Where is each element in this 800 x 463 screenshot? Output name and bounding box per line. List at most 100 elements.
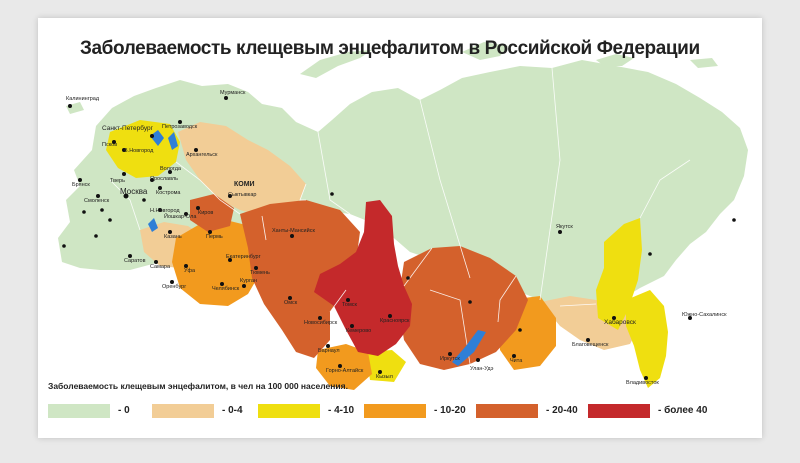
- city-label: Самара: [150, 264, 171, 270]
- city-label: КОМИ: [234, 181, 255, 188]
- city-dot-krasnoyarsk[interactable]: [388, 314, 392, 318]
- city-dot-tyumen[interactable]: [254, 266, 258, 270]
- city-dot-yakutsk[interactable]: [558, 230, 562, 234]
- city-dot-yuzhno[interactable]: [688, 316, 692, 320]
- city-label: Брянск: [72, 182, 90, 188]
- region-incidence-4-10-south: [366, 350, 406, 382]
- city-dot-extra: [732, 218, 736, 222]
- city-dot-extra: [82, 210, 86, 214]
- city-dot-yaroslavl[interactable]: [150, 178, 154, 182]
- city-label: Оренбург: [162, 284, 186, 290]
- city-dot-gorno[interactable]: [338, 364, 342, 368]
- city-label: Кострома: [156, 190, 181, 196]
- island-novaya-zemlya: [300, 50, 372, 78]
- city-dot-blagoveshchensk[interactable]: [586, 338, 590, 342]
- city-dot-saratov[interactable]: [128, 254, 132, 258]
- city-label: Иркутск: [440, 356, 460, 362]
- kaliningrad-exclave: [66, 102, 84, 114]
- city-label: Мурманск: [220, 90, 246, 96]
- region-incidence-20-40-west-siberia: [240, 200, 360, 358]
- lake-rybinsk: [148, 218, 158, 232]
- city-label: Санкт-Петербург: [102, 124, 154, 132]
- city-dot-vologda[interactable]: [168, 170, 172, 174]
- city-dot-khabarovsk[interactable]: [612, 316, 616, 320]
- city-dot-moskva[interactable]: [123, 193, 129, 199]
- city-dot-arkhangelsk[interactable]: [194, 148, 198, 152]
- region-incidence-20-40-northwest: [190, 194, 234, 232]
- city-label: Тюмень: [250, 270, 270, 276]
- city-dot-spb[interactable]: [150, 134, 154, 138]
- city-dot-pskov[interactable]: [112, 140, 116, 144]
- city-dot-chelyabinsk[interactable]: [220, 282, 224, 286]
- city-label: Новосибирск: [304, 320, 338, 326]
- legend-swatch: [152, 404, 214, 418]
- city-dot-vladivostok[interactable]: [644, 376, 648, 380]
- city-dot-bryansk[interactable]: [78, 178, 82, 182]
- city-dot-kurgan[interactable]: [242, 284, 246, 288]
- city-dot-barnaul[interactable]: [326, 344, 330, 348]
- city-label: Якутск: [556, 224, 573, 230]
- city-dot-extra: [142, 198, 146, 202]
- legend-swatch: [476, 404, 538, 418]
- region-incidence-over-40: [314, 200, 412, 356]
- city-dot-khanty[interactable]: [290, 234, 294, 238]
- region-incidence-10-20-south: [316, 344, 372, 390]
- city-dot-syktyvkar[interactable]: [228, 194, 232, 198]
- city-dot-extra: [648, 252, 652, 256]
- city-label: Архангельск: [186, 152, 218, 158]
- city-dot-kyzyl[interactable]: [378, 370, 382, 374]
- city-label: Н.Новгород: [150, 208, 180, 214]
- region-incidence-4-10-primorye: [626, 290, 668, 388]
- city-label: Южно-Сахалинск: [682, 312, 727, 318]
- city-label: Челябинск: [212, 286, 240, 292]
- city-dot-murmansk[interactable]: [224, 96, 228, 100]
- city-label: Хабаровск: [604, 318, 636, 326]
- city-dot-perm[interactable]: [208, 230, 212, 234]
- city-label: Кызыл: [376, 374, 393, 380]
- city-label: Сыктывкар: [228, 192, 256, 198]
- lake-ladoga: [150, 130, 164, 146]
- city-label: Ярославль: [150, 176, 178, 182]
- city-label: Красноярск: [380, 318, 410, 324]
- city-label: Казань: [164, 234, 182, 240]
- city-labels: Калининград Мурманск Санкт-Петербург Пет…: [66, 90, 727, 386]
- city-dot-ufa[interactable]: [184, 264, 188, 268]
- city-dot-irkutsk[interactable]: [448, 352, 452, 356]
- city-dot-petrozavodsk[interactable]: [178, 120, 182, 124]
- city-dot-kostroma[interactable]: [158, 186, 162, 190]
- city-dot-chita[interactable]: [512, 354, 516, 358]
- city-label: Барнаул: [318, 348, 340, 354]
- city-label: Калининград: [66, 96, 100, 102]
- city-dot-orenburg[interactable]: [170, 280, 174, 284]
- city-dot-novosibirsk[interactable]: [318, 316, 322, 320]
- region-incidence-0: [58, 60, 748, 306]
- city-label: Петрозаводск: [162, 124, 198, 130]
- city-dot-kazan[interactable]: [168, 230, 172, 234]
- city-dot-tomsk[interactable]: [346, 298, 350, 302]
- city-dot-yekaterinburg[interactable]: [228, 258, 232, 262]
- city-dot-kirov[interactable]: [196, 206, 200, 210]
- city-dot-extra: [94, 234, 98, 238]
- city-dot-ulan-ude[interactable]: [476, 358, 480, 362]
- city-dot-nnovgorod[interactable]: [158, 208, 162, 212]
- city-dot-novgorod[interactable]: [122, 148, 126, 152]
- city-dot-kemerovo[interactable]: [350, 324, 354, 328]
- city-dot-tver[interactable]: [122, 172, 126, 176]
- legend-label: - 10-20: [434, 405, 466, 416]
- city-label: Москва: [120, 187, 148, 196]
- city-label: Пермь: [206, 234, 223, 240]
- city-label: Екатеринбург: [226, 254, 261, 260]
- legend-caption: Заболеваемость клещевым энцефалитом, в ч…: [48, 381, 348, 391]
- city-dot-smolensk[interactable]: [96, 194, 100, 198]
- map-title: Заболеваемость клещевым энцефалитом в Ро…: [80, 38, 700, 59]
- city-label: Владивосток: [626, 380, 659, 386]
- city-dot-samara[interactable]: [154, 260, 158, 264]
- legend-label: - 0: [118, 405, 130, 416]
- city-dot-omsk[interactable]: [288, 296, 292, 300]
- legend-swatch: [364, 404, 426, 418]
- city-dot-yoshkar-ola[interactable]: [184, 212, 188, 216]
- city-dots: [62, 96, 736, 380]
- city-label: Благовещенск: [572, 342, 609, 348]
- city-dot-kaliningrad[interactable]: [68, 104, 72, 108]
